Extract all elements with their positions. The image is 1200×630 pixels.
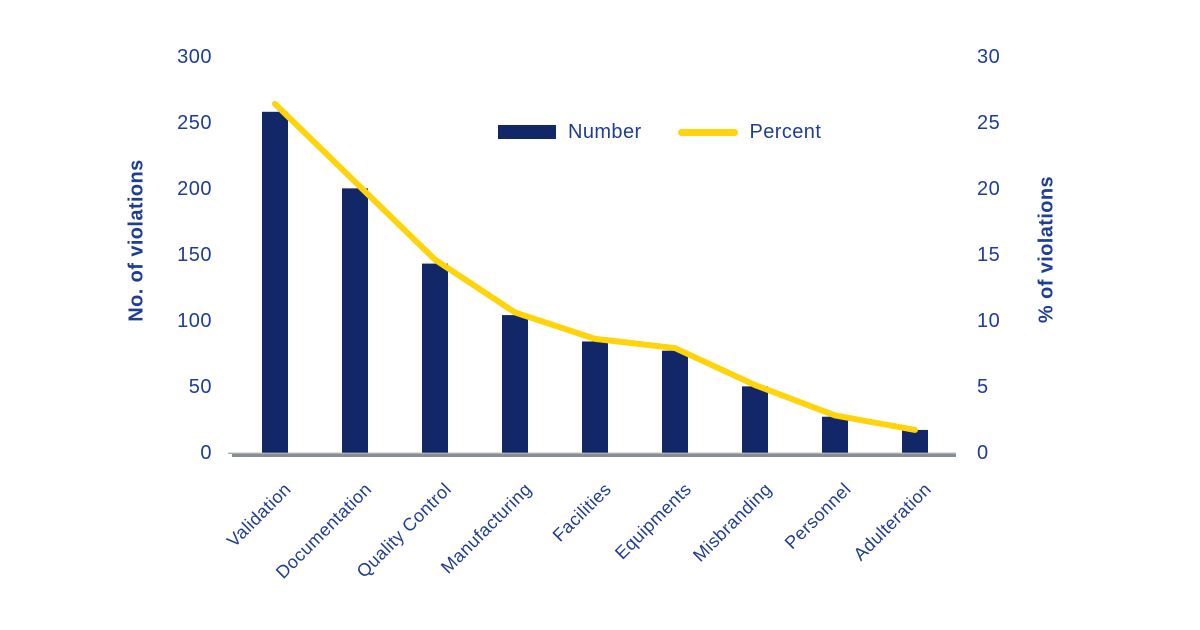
left-axis-tick-250: 250: [177, 112, 212, 134]
right-axis-tick-0: 0: [977, 442, 989, 464]
bar-misbranding: [742, 386, 768, 456]
left-axis-tick-300: 300: [177, 46, 212, 68]
left-axis-tick-50: 50: [188, 376, 212, 398]
left-axis-tick-0: 0: [200, 442, 212, 464]
legend-number-label: Number: [568, 120, 642, 143]
percent-line: [272, 100, 918, 433]
legend-percent-swatch: [677, 128, 738, 136]
right-axis-tick-30: 30: [977, 46, 1001, 68]
right-axis-tick-25: 25: [977, 112, 1001, 134]
legend: Number Percent: [498, 120, 821, 144]
bar-equipments: [662, 350, 688, 456]
x-axis-line: [232, 453, 956, 457]
right-axis-tick-10: 10: [977, 310, 1001, 332]
right-axis-tick-20: 20: [977, 178, 1001, 200]
right-axis-tick-15: 15: [977, 244, 1001, 266]
left-axis-tick-150: 150: [177, 244, 212, 266]
bar-personnel: [822, 416, 848, 456]
bar-documentation: [342, 188, 368, 457]
legend-percent-label: Percent: [749, 120, 822, 143]
bar-quality-control: [422, 263, 448, 456]
x-axis-line-highlight: [228, 452, 956, 454]
bar-facilities: [582, 341, 608, 456]
bar-validation: [262, 111, 288, 457]
left-axis-tick-100: 100: [177, 310, 212, 332]
left-axis-tick-200: 200: [177, 178, 212, 200]
legend-number-swatch: [498, 125, 556, 139]
right-axis-tick-5: 5: [977, 376, 989, 398]
bar-manufacturing: [502, 315, 528, 456]
bar-adulteration: [902, 429, 928, 456]
